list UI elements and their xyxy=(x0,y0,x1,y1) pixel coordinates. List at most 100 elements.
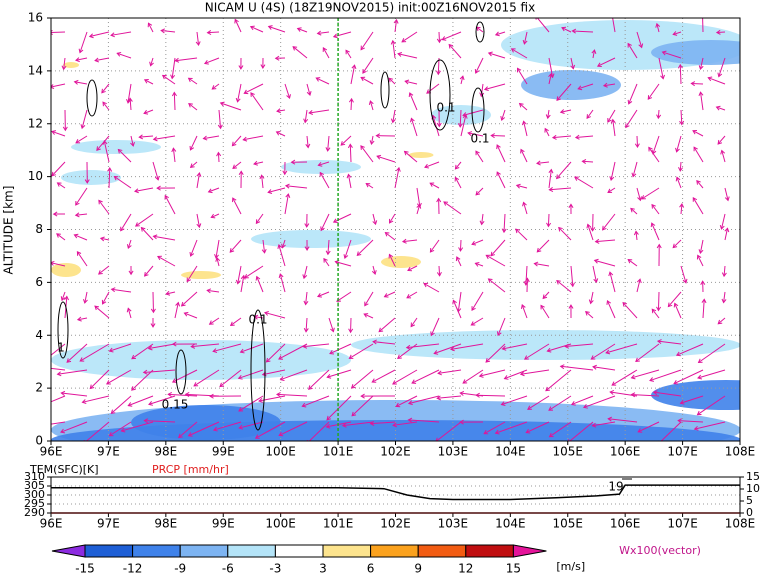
wind-vector-head xyxy=(522,201,527,207)
wind-vector xyxy=(152,161,159,180)
wind-vector xyxy=(625,109,638,128)
wind-vector-head xyxy=(128,270,134,276)
wind-vector-head xyxy=(697,358,703,364)
wind-vector-head xyxy=(389,218,394,224)
wind-vector-head xyxy=(416,203,422,209)
wind-vector xyxy=(369,100,374,111)
wind-vector-head xyxy=(60,390,66,396)
wind-vector-head xyxy=(436,122,442,128)
wind-vector-head xyxy=(94,57,100,63)
wind-vector-head xyxy=(678,167,684,172)
wind-vector-head xyxy=(369,420,375,426)
wind-vector-head xyxy=(633,230,639,236)
wind-vector-head xyxy=(284,183,290,189)
wind-vector-head xyxy=(719,224,725,230)
wind-vector xyxy=(57,182,66,189)
wind-vector xyxy=(595,239,616,243)
wind-vector xyxy=(188,103,198,111)
wind-vector xyxy=(405,80,418,85)
wind-vector xyxy=(394,19,397,33)
wind-vector-head xyxy=(475,392,480,398)
wind-vector-head xyxy=(454,164,460,170)
wind-vector xyxy=(636,187,641,201)
wind-vector-head xyxy=(80,124,86,130)
wind-vector-head xyxy=(372,339,377,345)
wind-vector xyxy=(443,201,462,215)
wind-vector-head xyxy=(500,116,506,121)
wind-vector xyxy=(718,57,726,77)
wind-vector xyxy=(410,317,418,327)
wind-vector xyxy=(308,369,330,390)
wind-vector xyxy=(702,18,704,33)
colorbar-cell xyxy=(84,544,134,558)
wind-vector-head xyxy=(590,355,596,360)
wind-vector-head xyxy=(365,183,371,188)
wind-vector-head xyxy=(360,45,365,51)
wind-vector-head xyxy=(494,31,500,37)
wind-vector-head xyxy=(556,280,561,285)
wind-vector xyxy=(388,254,396,267)
wind-vector xyxy=(250,92,264,111)
wind-vector xyxy=(318,161,330,166)
wind-vector xyxy=(362,57,374,74)
wind-vector-head xyxy=(267,189,273,194)
wind-vector-head xyxy=(397,51,403,57)
wind-vector-head xyxy=(189,163,195,168)
wind-vector xyxy=(556,161,572,179)
wind-vector-head xyxy=(540,304,545,310)
colorbar-label: 9 xyxy=(414,562,422,575)
wind-vector xyxy=(572,30,594,33)
wind-vector-head xyxy=(656,306,662,312)
wind-vector-head xyxy=(265,357,271,363)
wind-vector xyxy=(388,77,396,85)
wind-vector xyxy=(302,395,330,407)
wind-vector xyxy=(708,77,726,85)
wind-vector-head xyxy=(84,179,90,184)
wind-vector-head xyxy=(585,311,590,316)
wind-vector-head xyxy=(306,91,312,96)
wind-vector-head xyxy=(290,159,296,165)
colorbar-label: -9 xyxy=(174,562,186,575)
wind-vector-head xyxy=(410,322,416,328)
contour xyxy=(250,309,266,431)
wind-vector xyxy=(213,343,242,352)
wind-vector-head xyxy=(187,432,193,437)
wind-vector xyxy=(570,265,574,287)
wind-vector-head xyxy=(568,304,574,309)
wind-vector-head xyxy=(126,244,132,250)
wind-vector-head xyxy=(375,133,381,139)
wind-vector-head xyxy=(157,255,162,261)
wind-vector xyxy=(429,182,440,189)
x-tick-label: 97E xyxy=(97,445,120,459)
wind-vector-head xyxy=(255,275,261,281)
wind-vector-head xyxy=(214,254,219,259)
wind-vector-head xyxy=(610,13,614,17)
contour xyxy=(175,349,187,395)
wind-vector xyxy=(627,259,638,267)
wind-vector xyxy=(475,150,484,163)
wind-vector xyxy=(457,291,462,312)
wind-vector-head xyxy=(101,299,107,305)
wind-vector xyxy=(85,421,110,441)
wind-vector-head xyxy=(700,280,706,285)
wind-vector xyxy=(75,213,88,216)
wind-vector xyxy=(693,146,704,163)
wind-vector-head xyxy=(52,211,58,217)
wind-vector-head xyxy=(319,171,325,177)
wind-vector xyxy=(525,265,528,285)
wind-vector xyxy=(471,239,484,245)
wind-vector xyxy=(495,421,528,434)
wind-vector xyxy=(647,83,660,100)
wind-vector xyxy=(278,421,308,436)
wind-vector-head xyxy=(102,140,108,145)
wind-vector xyxy=(371,369,396,383)
wind-vector xyxy=(327,369,352,378)
wind-vector-head xyxy=(637,428,643,433)
wind-vector-head xyxy=(238,170,244,176)
wind-vector-head xyxy=(171,91,177,97)
wind-vector xyxy=(434,343,462,354)
wind-vector xyxy=(143,369,176,373)
wind-vector xyxy=(378,317,396,333)
wind-vector-head xyxy=(147,345,153,351)
wind-vector-head xyxy=(305,143,311,149)
